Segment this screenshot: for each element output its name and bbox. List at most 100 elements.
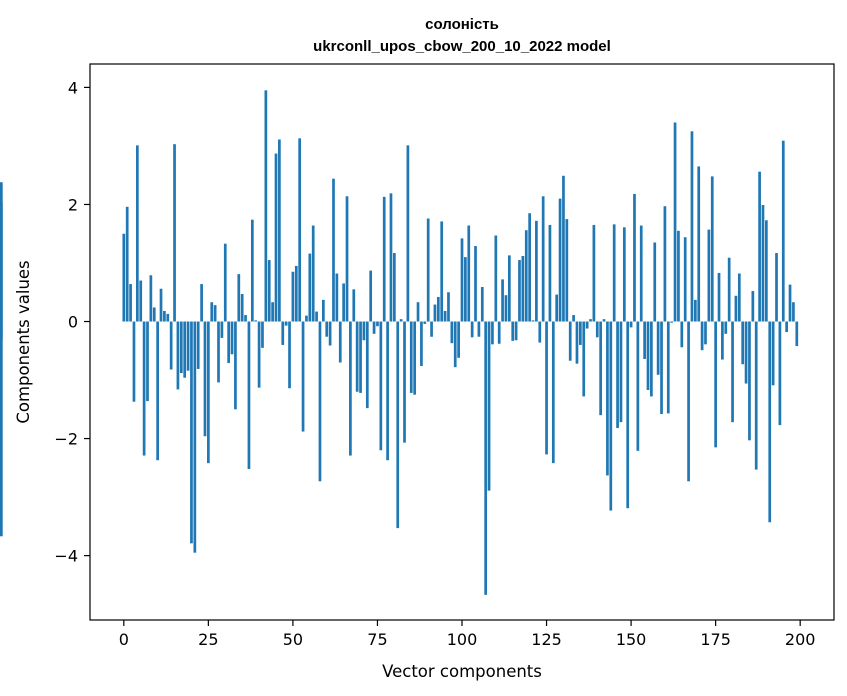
bar (453, 321, 457, 368)
bar (247, 321, 251, 470)
bar (210, 302, 214, 322)
bar (335, 273, 339, 322)
bar (332, 178, 335, 322)
bar (311, 225, 315, 322)
x-tick-label: 150 (616, 630, 647, 649)
bar (240, 294, 244, 322)
bar (562, 175, 565, 322)
bar (440, 221, 444, 322)
bar (666, 321, 670, 414)
bars-group (0, 90, 799, 595)
bar (521, 255, 525, 322)
bar (724, 321, 728, 334)
bar (220, 321, 224, 338)
bar (592, 224, 596, 322)
bar (173, 144, 176, 322)
bar (585, 321, 589, 329)
bar (423, 321, 427, 324)
bar (271, 302, 274, 322)
bar (190, 321, 193, 544)
bar (318, 321, 322, 482)
bar (139, 280, 143, 322)
bar (166, 313, 170, 322)
bar (792, 302, 795, 322)
bar (602, 319, 606, 322)
bar (704, 321, 707, 345)
x-tick-label: 125 (531, 630, 562, 649)
bar (403, 321, 406, 443)
bar (700, 321, 704, 351)
bar (176, 321, 180, 390)
bar (196, 321, 200, 369)
bar (609, 321, 613, 511)
bar (409, 321, 413, 393)
bar (788, 284, 792, 322)
bar (294, 265, 298, 322)
y-tick-label: 2 (68, 195, 78, 214)
bar (342, 283, 345, 322)
x-axis-ticks: 0 25 50 75 100 125 150 175 200 (119, 620, 816, 649)
bar (572, 315, 575, 322)
bar (338, 321, 342, 363)
bar (497, 321, 501, 344)
bar (207, 321, 210, 464)
x-tick-label: 50 (283, 630, 303, 649)
bar (261, 321, 264, 348)
bar (389, 193, 393, 322)
bar (149, 275, 153, 322)
bar (122, 233, 126, 322)
bar (646, 321, 650, 390)
bar (531, 320, 535, 322)
bar (179, 321, 183, 374)
bar (616, 321, 619, 429)
x-tick-label: 0 (119, 630, 129, 649)
bar (477, 321, 481, 337)
bar (193, 321, 197, 553)
bar (677, 230, 680, 322)
bar (507, 255, 511, 322)
bar (213, 305, 217, 322)
bar (0, 182, 3, 322)
bar (163, 310, 166, 322)
x-tick-label: 200 (785, 630, 816, 649)
bar (227, 321, 231, 364)
bar (491, 321, 494, 345)
bar (464, 257, 467, 322)
bar (382, 196, 386, 322)
bar (758, 171, 761, 322)
bar (714, 321, 717, 448)
bar (744, 321, 748, 384)
bar (237, 274, 241, 322)
bar (264, 90, 268, 322)
bar (125, 206, 129, 322)
bar (524, 230, 528, 322)
y-tick-label: 4 (68, 78, 78, 97)
bar (619, 321, 623, 423)
bar (186, 321, 190, 371)
bar (680, 321, 684, 348)
bar (345, 196, 349, 322)
bar (673, 122, 677, 322)
bar (582, 321, 586, 397)
plot-frame (89, 63, 835, 621)
bar (663, 206, 667, 322)
bar (132, 321, 136, 402)
bar (467, 225, 471, 322)
bar (386, 321, 389, 461)
bar (420, 321, 423, 366)
bar (768, 321, 772, 523)
bar (778, 321, 782, 426)
bar (450, 321, 454, 344)
chart-title: солоність (425, 16, 499, 33)
bar (518, 260, 521, 322)
bar (690, 131, 694, 322)
bar (504, 295, 508, 322)
bar (606, 321, 609, 476)
bar (751, 291, 755, 322)
bar (785, 321, 789, 333)
bar (278, 139, 281, 322)
bar (430, 321, 433, 337)
bar (795, 321, 799, 347)
bar (474, 246, 477, 322)
